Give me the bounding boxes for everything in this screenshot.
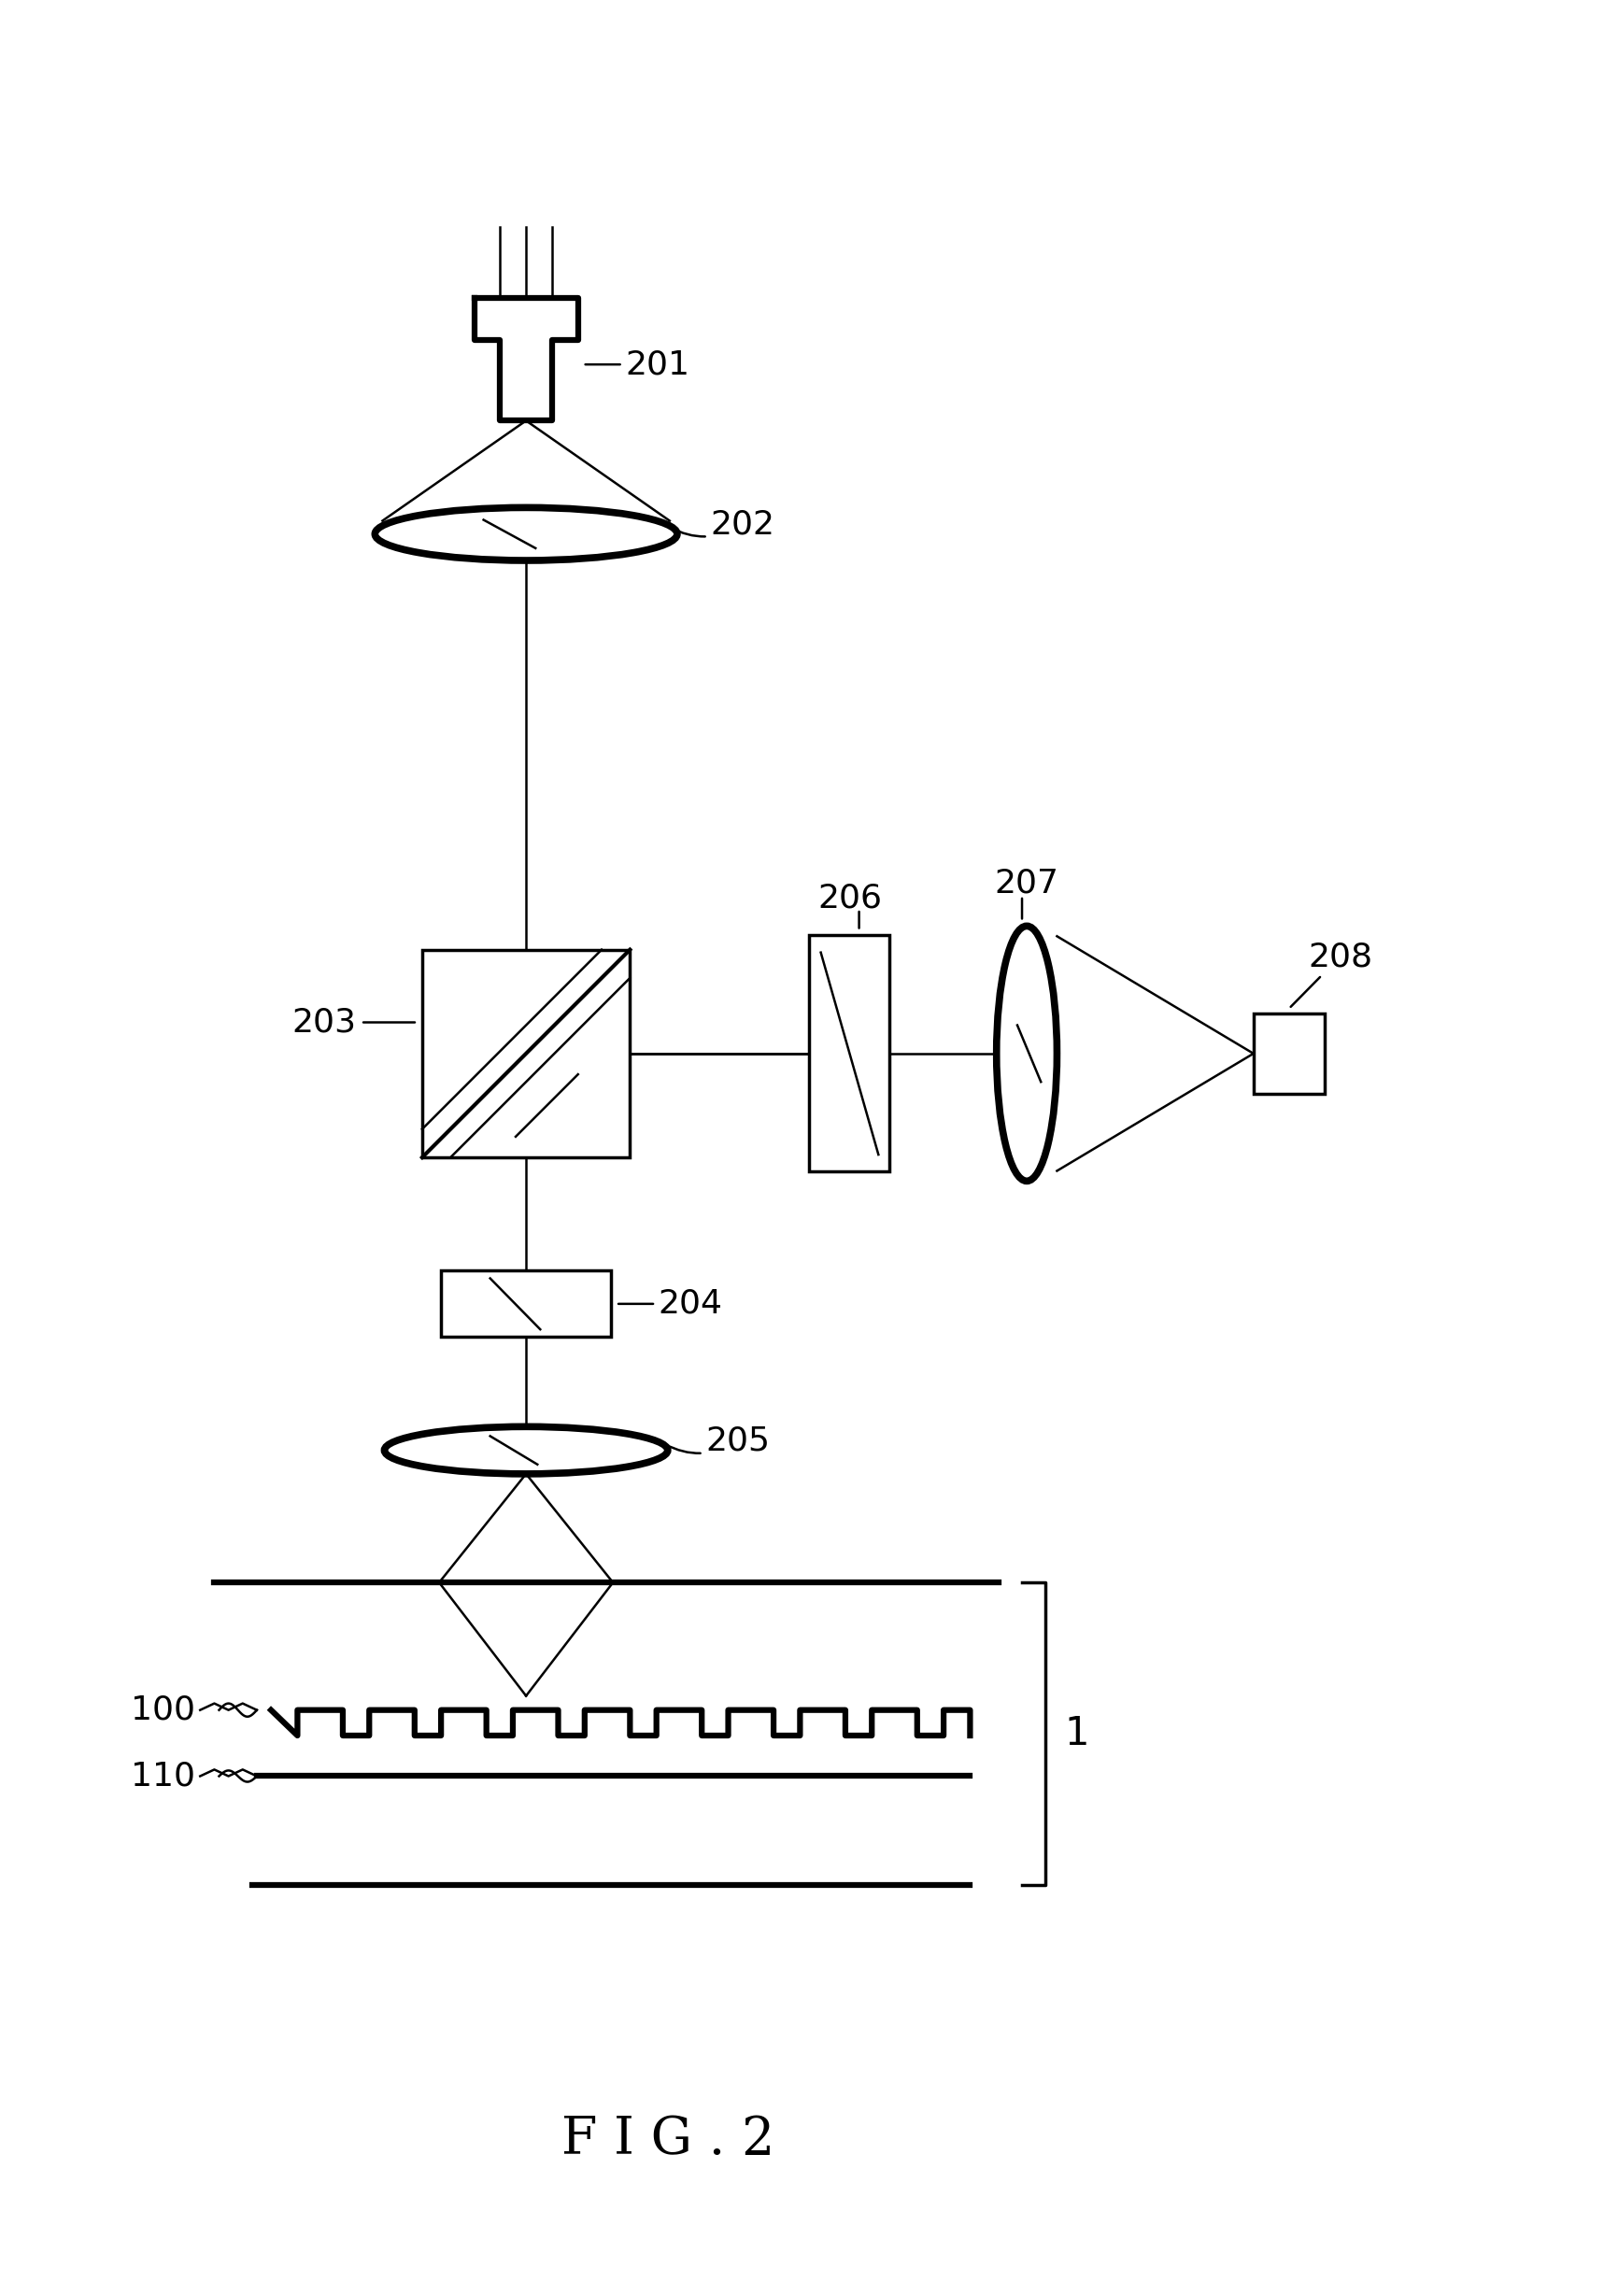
Ellipse shape	[997, 925, 1057, 1180]
Bar	[809, 934, 890, 1171]
Text: 100: 100	[131, 1694, 196, 1727]
Text: 1: 1	[1065, 1715, 1089, 1754]
Text: F I G . 2: F I G . 2	[561, 2115, 773, 2165]
Text: 204: 204	[618, 1288, 722, 1320]
Text: 110: 110	[131, 1761, 196, 1793]
Bar	[422, 951, 629, 1157]
Bar	[1252, 1013, 1324, 1093]
Text: 203: 203	[291, 1006, 356, 1038]
Text: 206: 206	[817, 882, 882, 914]
Bar	[440, 1270, 610, 1336]
Text: 208: 208	[1290, 941, 1372, 1008]
Text: 202: 202	[670, 510, 775, 540]
Text: 207: 207	[993, 868, 1058, 900]
Polygon shape	[474, 298, 578, 420]
Text: 205: 205	[665, 1426, 770, 1456]
Text: 201: 201	[586, 349, 689, 381]
